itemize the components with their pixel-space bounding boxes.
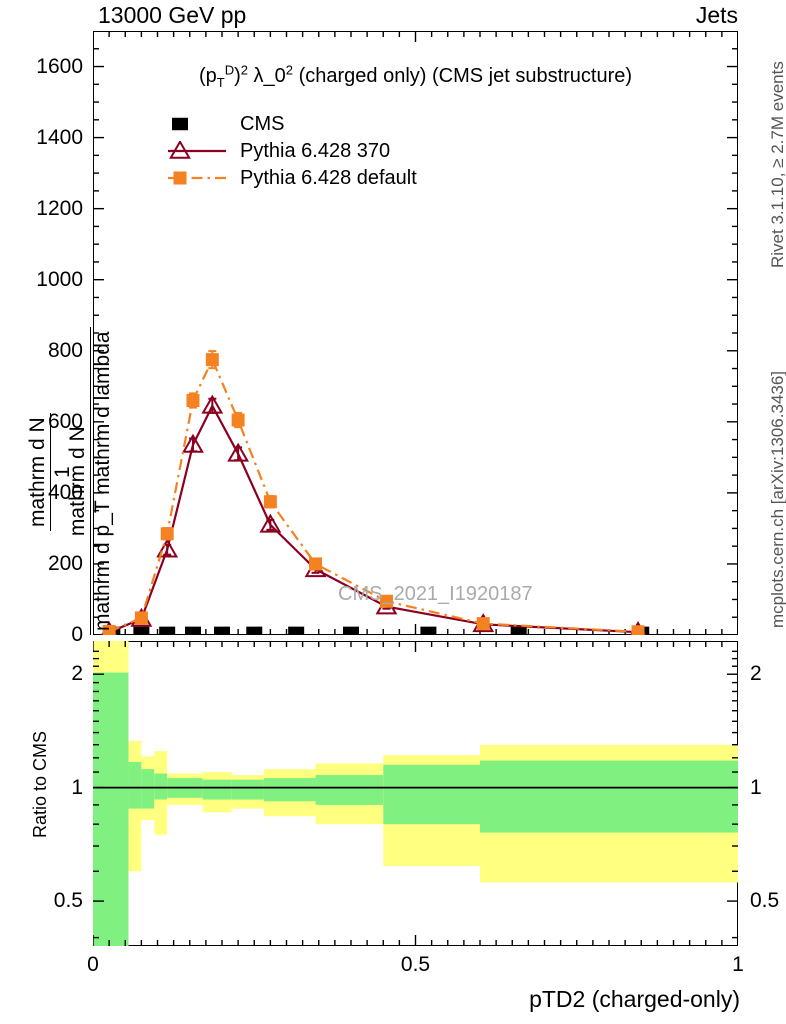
ratio-y-tick-label: 0.5 [750,889,780,913]
ratio-y-tick-label: 1 [750,775,762,799]
series-pythia-6-428-default [102,350,645,635]
ratio-inner-band [202,779,232,800]
y-tick-label: 200 [47,551,83,575]
ratio-inner-band [154,773,168,800]
main-y-tick-labels: 0 200 400 600 800 1000 1200 1400 1600 [0,31,89,646]
analysis-watermark: CMS_2021_I1920187 [338,583,533,605]
x-axis-title: pTD2 (charged-only) [529,986,740,1012]
title-sup-2a: 2 [240,62,248,77]
y-tick-label: 1200 [36,196,83,220]
legend: CMS Pythia 6.428 370 Pythia 6.428 default [166,110,417,191]
title-text: (pTD)2 λ_02 (charged only) (CMS jet subs… [198,62,633,90]
y-label-num1: mathrm d N [26,417,49,527]
legend-key-square-filled [166,168,228,188]
y-tick-label: 800 [47,338,83,362]
ratio-inner-band [93,672,129,946]
ratio-inner-band [383,764,480,825]
plot-title: (pTD)2 λ_02 (charged only) (CMS jet subs… [93,62,738,90]
rivet-version-text: Rivet 3.1.10, ≥ 2.7M events [768,61,786,268]
y-label-differential: mathrm d N mathrm d p_T mathrm d lambda [66,327,115,635]
x-tick-label: 1 [732,953,744,976]
legend-label: Pythia 6.428 370 [240,139,391,162]
ratio-inner-band [480,760,738,833]
ratio-inner-band [263,778,316,802]
main-y-axis-label: mathrm d N 1 mathrm d N mathrm d p_T mat… [0,31,115,635]
ratio-y-tick-label: 2 [71,662,83,686]
ratio-inner-band [231,779,264,800]
ratio-y-tick-labels-right: 0.5 1 2 [742,641,786,946]
legend-entry: CMS [166,110,417,137]
ratio-y-tick-labels-left: 0.5 1 2 [0,641,89,946]
legend-label: CMS [240,112,285,135]
title-mid: λ_0 [247,64,286,87]
main-plot-canvas [93,31,738,635]
title-sub-T: T [216,74,225,90]
legend-label: Pythia 6.428 default [240,166,417,189]
legend-key-square [166,114,228,134]
ratio-y-tick-label: 1 [71,775,83,799]
x-tick-label: 0 [87,953,99,976]
x-tick-label: 0.5 [400,953,431,976]
y-tick-label: 1000 [36,267,83,291]
ratio-y-tick-label: 2 [750,662,762,686]
y-tick-label: 0 [71,623,83,646]
ratio-y-axis-label: Ratio to CMS [30,730,50,838]
y-label-den2: mathrm d p_T mathrm d lambda [90,327,115,635]
y-tick-label: 1400 [36,125,83,149]
y-tick-label: 1600 [36,54,83,78]
header-analysis-type: Jets [695,2,738,28]
ratio-y-tick-label: 0.5 [53,889,83,913]
title-suffix: (charged only) (CMS jet substructure) [293,64,633,87]
title-sup-2b: 2 [285,62,294,77]
legend-entry: Pythia 6.428 default [166,164,417,191]
ratio-plot-canvas [93,641,738,946]
ratio-inner-band [315,775,384,805]
title-sup-D: D [224,62,235,77]
y-tick-label: 400 [47,480,83,504]
ratio-inner-band [141,769,155,809]
y-tick-label: 600 [47,409,83,433]
ratio-inner-band [128,761,142,809]
main-plot-panel [93,31,738,635]
header-energy-beam: 13000 GeV pp [98,2,247,28]
x-tick-labels: 0 0.5 1 [0,953,786,983]
legend-key-triangle-open [166,140,228,161]
legend-entry: Pythia 6.428 370 [166,137,417,164]
mcplots-reference-text: mcplots.cern.ch [arXiv:1306.3436] [768,370,786,628]
y-label-num2: mathrm d N [66,426,89,537]
